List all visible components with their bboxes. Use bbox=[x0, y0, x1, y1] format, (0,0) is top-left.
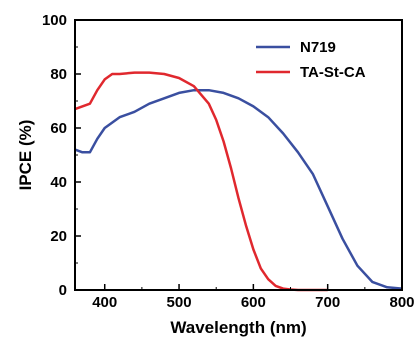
legend: N719 TA-St-CA bbox=[256, 39, 366, 81]
x-tick-label-700: 700 bbox=[315, 294, 340, 311]
y-tick-label-60: 60 bbox=[50, 120, 67, 137]
x-tick-label-500: 500 bbox=[167, 294, 192, 311]
x-tick-label-800: 800 bbox=[389, 294, 414, 311]
tick-layer: 400 500 600 700 800 0 20 40 60 80 100 bbox=[42, 12, 415, 311]
plot-frame bbox=[74, 19, 403, 291]
legend-label-n719: N719 bbox=[300, 39, 336, 56]
x-tick-label-400: 400 bbox=[92, 294, 117, 311]
y-tick-label-40: 40 bbox=[50, 174, 67, 191]
x-tick-label-600: 600 bbox=[241, 294, 266, 311]
y-tick-label-0: 0 bbox=[59, 282, 67, 299]
series-line-n719 bbox=[74, 88, 403, 290]
series-layer bbox=[74, 71, 403, 292]
y-tick-label-100: 100 bbox=[42, 12, 67, 29]
y-axis-title: IPCE (%) bbox=[16, 120, 35, 191]
y-tick-label-80: 80 bbox=[50, 66, 67, 83]
x-axis-title: Wavelength (nm) bbox=[170, 318, 306, 337]
series-line-ta-st-ca bbox=[74, 71, 328, 292]
legend-label-ta-st-ca: TA-St-CA bbox=[300, 64, 366, 81]
y-tick-label-20: 20 bbox=[50, 228, 67, 245]
